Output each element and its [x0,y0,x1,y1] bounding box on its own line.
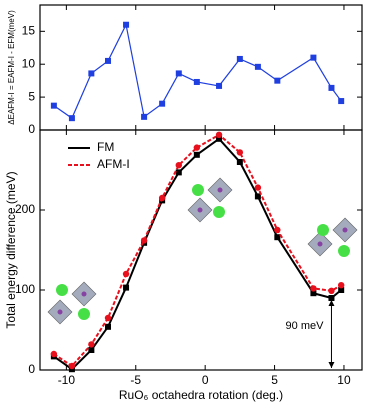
point [254,184,262,191]
point [193,78,200,85]
point [236,159,243,165]
series-line [53,22,342,120]
point [105,57,112,64]
series-line [53,137,342,371]
point [88,70,95,77]
point [216,82,223,89]
y-tick-label: 15 [22,23,36,37]
x-tick-label: -5 [130,373,141,387]
point [50,102,57,109]
y-tick-label: 10 [22,56,36,70]
arrow-head [328,362,335,368]
point [140,237,148,244]
point [274,77,281,84]
crystal-icon [307,217,358,257]
legend-label: AFM-I [97,157,130,171]
point [50,350,58,358]
y-tick-label: 0 [28,362,35,376]
point [236,149,244,156]
point [68,362,76,370]
series-line [53,133,342,368]
y-tick-label: 5 [28,89,35,103]
point [123,284,130,291]
point [328,287,335,294]
plot-frame [39,129,363,371]
point [310,290,317,297]
point [122,270,130,278]
point [328,84,335,91]
y-axis-label: Total energy difference (meV) [4,171,18,328]
x-tick-label: 0 [202,373,209,387]
arrow-head [328,300,335,306]
y-axis-label: ΔEAFM-I = EAFM-I - EFM(meV) [7,10,16,125]
point [159,100,166,107]
point [175,162,182,169]
point [88,347,95,353]
point [338,98,345,105]
point [175,70,182,77]
point [254,193,261,200]
point [337,282,345,289]
plot-frame [39,4,363,131]
point [88,341,95,348]
point [274,234,281,241]
x-tick-label: -10 [58,373,76,387]
point [338,287,345,293]
crystal-icon [187,177,233,223]
point [68,115,75,122]
point [310,285,317,292]
y-tick-label: 0 [28,122,35,136]
point [193,144,201,151]
point [68,366,75,373]
point [104,314,112,322]
point [141,113,148,120]
legend-label: FM [97,140,114,154]
point [310,54,317,61]
point [105,323,112,330]
point [236,55,243,62]
y-tick-label: 100 [15,282,35,296]
y-tick-label: 200 [15,202,35,216]
point [328,295,335,301]
annotation: 90 meV [286,320,325,332]
point [254,63,261,70]
point [123,21,130,28]
point [175,169,182,176]
x-axis-label: RuO₆ octahedra rotation (deg.) [119,388,283,402]
point [158,194,166,202]
point [215,131,223,138]
point [193,151,200,158]
x-tick-label: 5 [271,373,278,387]
crystal-icon [47,281,97,325]
point [216,135,223,142]
x-tick-label: 10 [337,373,351,387]
point [274,226,281,234]
